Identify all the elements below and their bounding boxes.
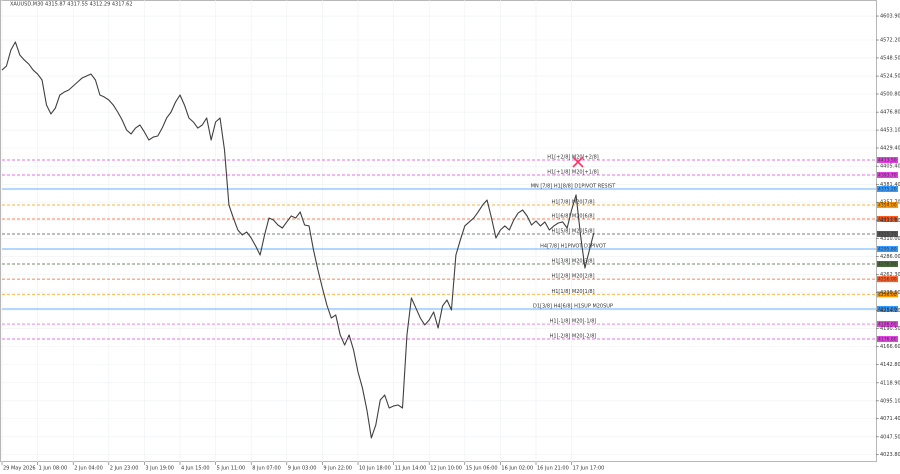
level-price-label: 4276.00 [878,262,897,268]
x-tick-label: 9 Jun 03:00 [288,466,317,472]
x-tick-label: 3 Jun 19:00 [145,466,174,472]
y-tick-label: 4095.10 [880,398,900,404]
x-tick-label: 9 Jun 22:00 [323,466,352,472]
level-price-label: 4335.50 [878,217,897,223]
level-label: D1[3/8] H4[6/8] H1SUP M20SUP [533,304,613,310]
y-tick-label: 4310.00 [880,236,900,242]
level-label: H1[2/8] M20[2/8] [551,274,594,280]
x-tick-label: 11 Jun 14:00 [395,466,427,472]
x-tick-label: 15 Jun 06:00 [466,466,498,472]
y-tick-label: 4262.30 [880,272,900,278]
y-tick-label: 4333.80 [880,218,900,224]
y-tick-label: 4214.20 [880,308,900,314]
level-price-label: 4256.00 [878,277,897,283]
y-tick-label: 4476.80 [880,110,900,116]
y-tick-label: 4238.50 [880,290,900,296]
x-tick-label: 2 Jun 04:00 [74,466,103,472]
level-label: H1[5/8] M20[5/8] [551,228,594,234]
level-price-box [877,291,898,298]
level-label: H1[7/8] M20[7/8] [551,200,594,206]
y-tick-label: 4429.40 [880,146,900,152]
level-price-box [877,276,898,283]
chart-title: XAUUSD,M30 4315.87 4317.55 4312.29 4317.… [10,2,133,8]
y-tick-label: 4453.10 [880,128,900,134]
level-label: H1[-1/8] M20[-1/8] [550,319,597,325]
level-price-box [877,185,898,192]
axes: 4603.90 4572.20 4548.50 4524.50 4500.80 4476.… [1,14,900,472]
grid [1,0,876,462]
series [1,41,595,439]
x-tick-label: 12 Jun 10:00 [430,466,462,472]
y-tick-label: 4047.50 [880,434,900,440]
level-price-box [877,261,898,268]
level-label: H1[-2/8] M20[-2/8] [550,334,597,340]
level-price-label: 4295.80 [878,247,897,253]
level-price-label: 4196.60 [878,322,897,328]
x-tick-label: 8 Jun 07:00 [252,466,281,472]
x-tick-label: 10 Jun 18:00 [359,466,391,472]
level-price-box [877,321,898,328]
level-label: H1[6/8] M20[6/8] [551,214,594,220]
level-price-label: 4375.20 [878,186,897,192]
y-tick-label: 4023.80 [880,452,900,458]
x-tick-label: 1 Jun 08:00 [39,466,68,472]
y-tick-label: 4548.50 [880,55,900,61]
level-price-label: 4236.00 [878,292,897,298]
y-tick-label: 4572.20 [880,38,900,44]
y-tick-label: 4500.80 [880,92,900,98]
level-price-label: 4413.50 [878,158,897,164]
price-line [1,41,595,439]
x-tick-label: 16 Jun 02:00 [501,466,533,472]
x-tick-label: 17 Jun 17:00 [573,466,605,472]
x-tick-label: 29 May 2026 [3,466,36,472]
level-label: H1[1/8] M20[1/8] [551,289,594,295]
y-tick-label: 4166.60 [880,344,900,350]
level-price-box [877,246,898,253]
level-label: MN [7/8] H1[8/8] D1PIVOT RESIST [531,183,617,189]
x-tick-label: 4 Jun 15:00 [181,466,210,472]
level-price-box [877,306,898,313]
plot-frame [0,0,877,462]
y-tick-label: 4381.40 [880,182,900,188]
level-price-label: 4315.70 [878,231,897,237]
y-tick-label: 4603.90 [880,14,900,20]
y-tick-label: 4357.70 [880,200,900,206]
y-tick-label: 4142.80 [880,362,900,368]
level-label: H1[+1/8] M20[+1/8] [547,169,599,175]
close-marker [572,156,584,168]
level-price-label: 4354.00 [878,203,897,209]
y-tick-label: 4405.40 [880,164,900,170]
level-price-label: 4393.70 [878,172,897,178]
level-label: H4[7/8] H1PIVOT D1PIVOT [540,244,607,250]
level-price-box [877,216,898,223]
y-tick-label: 4071.40 [880,416,900,422]
level-price-box [877,202,898,209]
x-tick-label: 2 Jun 23:00 [110,466,139,472]
level-label: H1[3/8] M20[3/8] [551,259,594,265]
level-price-box [877,336,898,343]
x-tick-label: 16 Jun 21:00 [537,466,569,472]
y-tick-label: 4190.50 [880,326,900,332]
y-tick-label: 4118.90 [880,380,900,386]
level-price-label: 4176.80 [878,337,897,343]
level-price-box [877,157,898,164]
level-price-box [877,171,898,178]
y-tick-label: 4286.00 [880,254,900,260]
x-tick-label: 5 Jun 11:00 [217,466,246,472]
level-price-box [877,230,898,237]
y-tick-label: 4524.50 [880,74,900,80]
level-price-label: 4216.50 [878,307,897,313]
